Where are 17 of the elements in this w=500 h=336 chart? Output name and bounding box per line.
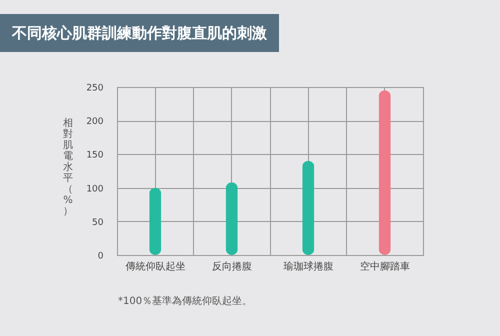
x-tick-label: 反向捲腹 — [212, 260, 252, 272]
x-tick-label: 傳統仰臥起坐 — [125, 260, 186, 272]
bar — [226, 182, 238, 255]
x-tick-label: 空中腳踏車 — [360, 260, 410, 272]
chart-title: 不同核心肌群訓練動作對腹直肌的刺激 — [0, 14, 279, 52]
bar — [378, 90, 391, 255]
y-tick-label: 100 — [86, 184, 104, 194]
bar — [149, 188, 162, 255]
y-tick-label: 0 — [98, 252, 104, 262]
text: 相對肌電水平（%） — [63, 118, 73, 217]
y-tick-label: 200 — [86, 117, 104, 128]
text: *100％基準為傳統仰臥起坐。 — [118, 294, 252, 308]
y-tick-label: 250 — [86, 84, 104, 94]
y-tick-label: 50 — [92, 218, 104, 228]
y-tick-label: 150 — [86, 150, 104, 161]
bar — [302, 160, 314, 255]
x-tick-label: 瑜珈球捲腹 — [283, 260, 334, 272]
